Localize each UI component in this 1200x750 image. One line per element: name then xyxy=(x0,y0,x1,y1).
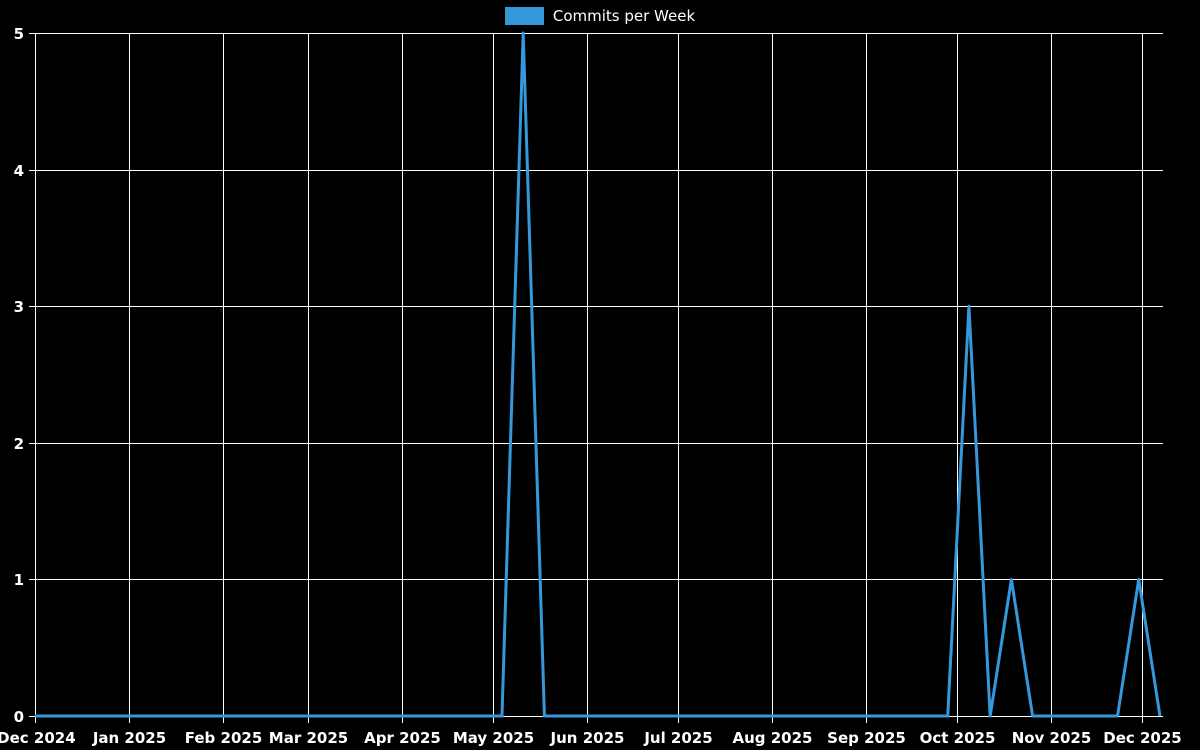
series-line-commits-per-week xyxy=(35,31,1162,718)
x-tick-label: Dec 2024 xyxy=(0,729,76,747)
y-tick-label: 3 xyxy=(14,298,24,316)
x-axis-tick-labels: Dec 2024 Jan 2025 Feb 2025 Mar 2025 Apr 2025… xyxy=(0,729,1182,747)
y-tick-label: 4 xyxy=(14,162,24,180)
x-tick-label: Apr 2025 xyxy=(364,729,441,747)
tick-marks-group xyxy=(29,33,1143,723)
x-tick-label: Jul 2025 xyxy=(643,729,712,747)
x-tick-label: Mar 2025 xyxy=(269,729,348,747)
x-tick-label: Jan 2025 xyxy=(92,729,166,747)
x-tick-label: Oct 2025 xyxy=(920,729,996,747)
x-tick-label: Sep 2025 xyxy=(827,729,906,747)
y-axis-tick-labels: 0 1 2 3 4 5 xyxy=(14,25,24,726)
x-tick-label: May 2025 xyxy=(453,729,534,747)
series-group xyxy=(35,31,1162,718)
x-tick-label: Feb 2025 xyxy=(185,729,263,747)
y-tick-label: 5 xyxy=(14,25,24,43)
x-tick-label: Aug 2025 xyxy=(733,729,813,747)
y-tick-label: 2 xyxy=(14,435,24,453)
x-tick-label: Jun 2025 xyxy=(550,729,625,747)
y-tick-label: 1 xyxy=(14,571,24,589)
x-tick-label: Nov 2025 xyxy=(1012,729,1092,747)
gridlines-group xyxy=(35,33,1163,717)
y-tick-label: 0 xyxy=(14,708,24,726)
x-tick-label: Dec 2025 xyxy=(1103,729,1182,747)
